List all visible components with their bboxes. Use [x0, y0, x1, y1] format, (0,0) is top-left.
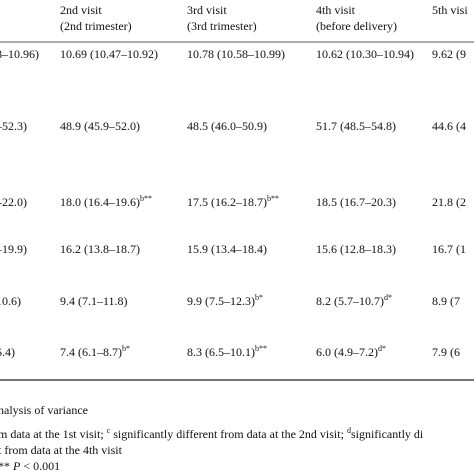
table-cell: –52.3): [0, 119, 27, 133]
header-cell: 5th visi: [432, 3, 468, 17]
cell-value: 7.9 (6: [432, 345, 460, 359]
table-cell: 8.9 (7: [432, 294, 460, 308]
cell-value: 18.0 (16.4–19.6): [60, 195, 140, 209]
table-cell: 21.8 (2: [432, 195, 466, 209]
cell-value: 51.7 (48.5–54.8): [316, 119, 396, 133]
table-cell: 16.7 (1: [432, 242, 466, 256]
table-cell: 7.4 (6.1–8.7)b*: [60, 344, 130, 359]
table-cell: 8.2 (5.7–10.7)d*: [316, 293, 392, 308]
table-cell: 9.9 (7.5–12.3)b*: [187, 293, 263, 308]
table-cell: 48.9 (45.9–52.0): [60, 119, 140, 133]
table-cell: 10.69 (10.47–10.92): [60, 47, 158, 61]
footnote-segment: significantly di: [351, 427, 424, 441]
table-cell: 17.5 (16.2–18.7)b**: [187, 194, 279, 209]
footnote-segment: c: [107, 426, 111, 435]
cell-value: –52.3): [0, 119, 27, 133]
cell-value: 10.78 (10.58–10.99): [187, 47, 285, 61]
cell-superscript: b**: [267, 194, 279, 203]
table-cell: 51.7 (48.5–54.8): [316, 119, 396, 133]
table-cell: 10.62 (10.30–10.94): [316, 47, 414, 61]
cell-value: –19.9): [0, 242, 27, 256]
cell-value: 8–10.96): [0, 47, 39, 61]
table-cell: 8–10.96): [0, 47, 39, 61]
footnote-segment: P: [12, 459, 21, 473]
footnote: *** P < 0.001: [0, 459, 60, 473]
footnote: t from data at the 4th visit: [0, 443, 123, 457]
cell-value: 16.2 (13.8–18.7): [60, 242, 140, 256]
cell-value: 6.0 (4.9–7.2): [316, 345, 378, 359]
cell-value: 18.5 (16.7–20.3): [316, 195, 396, 209]
footnote: m data at the 1st visit; c significantly…: [0, 426, 424, 441]
header-cell: (before delivery): [316, 19, 397, 33]
table-cell: 16.2 (13.8–18.7): [60, 242, 140, 256]
table-cell: –19.9): [0, 242, 27, 256]
cell-value: 15.9 (13.4–18.4): [187, 242, 267, 256]
cell-value: 8.9 (7: [432, 294, 460, 308]
cell-value: 10.6): [0, 294, 21, 308]
table-cell: 8.3 (6.5–10.1)b**: [187, 344, 267, 359]
header-cell: (3rd trimester): [187, 19, 257, 33]
cell-value: 9.4 (7.1–11.8): [60, 294, 128, 308]
table-cell: –22.0): [0, 195, 27, 209]
cell-value: –22.0): [0, 195, 27, 209]
footnote: nalysis of variance: [0, 403, 88, 417]
table-cell: 48.5 (46.0–50.9): [187, 119, 267, 133]
table-cell: 6.4): [0, 345, 15, 359]
footnote-segment: m data at the 1st visit;: [0, 427, 107, 441]
header-cell: (2nd trimester): [60, 19, 132, 33]
cell-value: 7.4 (6.1–8.7): [60, 345, 122, 359]
cell-value: 15.6 (12.8–18.3): [316, 242, 396, 256]
header-cell: 4th visit: [316, 3, 356, 17]
table-cell: 18.0 (16.4–19.6)b**: [60, 194, 152, 209]
cell-superscript: b*: [122, 344, 130, 353]
cell-value: 6.4): [0, 345, 15, 359]
cell-value: 9.9 (7.5–12.3): [187, 294, 255, 308]
header-cell: 2nd visit: [60, 3, 102, 17]
cell-value: 8.2 (5.7–10.7): [316, 294, 384, 308]
cell-value: 8.3 (6.5–10.1): [187, 345, 255, 359]
cell-superscript: b**: [140, 194, 152, 203]
cell-value: 21.8 (2: [432, 195, 466, 209]
table-cell: 6.0 (4.9–7.2)d*: [316, 344, 386, 359]
cell-value: 16.7 (1: [432, 242, 466, 256]
cell-value: 10.69 (10.47–10.92): [60, 47, 158, 61]
footnote-segment: nalysis of variance: [0, 403, 88, 417]
footnote-segment: t from data at the 4th visit: [0, 443, 123, 457]
table-cell: 10.6): [0, 294, 21, 308]
cell-value: 10.62 (10.30–10.94): [316, 47, 414, 61]
table-cell: 9.4 (7.1–11.8): [60, 294, 128, 308]
cell-value: 9.62 (9: [432, 47, 466, 61]
cell-superscript: b**: [255, 344, 267, 353]
footnote-segment: ***: [0, 459, 13, 473]
table-cell: 15.6 (12.8–18.3): [316, 242, 396, 256]
table-cell: 44.6 (4: [432, 119, 466, 133]
table-cell: 15.9 (13.4–18.4): [187, 242, 267, 256]
table-cell: 9.62 (9: [432, 47, 466, 61]
footnote-segment: d: [347, 426, 351, 435]
footnote-segment: significantly different from data at the…: [110, 427, 347, 441]
footnote-segment: < 0.001: [20, 459, 60, 473]
header-cell: 3rd visit: [187, 3, 227, 17]
table-cell: 7.9 (6: [432, 345, 460, 359]
cell-value: 44.6 (4: [432, 119, 466, 133]
cell-superscript: d*: [378, 344, 386, 353]
cell-value: 48.9 (45.9–52.0): [60, 119, 140, 133]
cell-value: 17.5 (16.2–18.7): [187, 195, 267, 209]
table-cell: 18.5 (16.7–20.3): [316, 195, 396, 209]
cell-superscript: d*: [384, 293, 392, 302]
cell-value: 48.5 (46.0–50.9): [187, 119, 267, 133]
cell-superscript: b*: [255, 293, 263, 302]
table-cell: 10.78 (10.58–10.99): [187, 47, 285, 61]
